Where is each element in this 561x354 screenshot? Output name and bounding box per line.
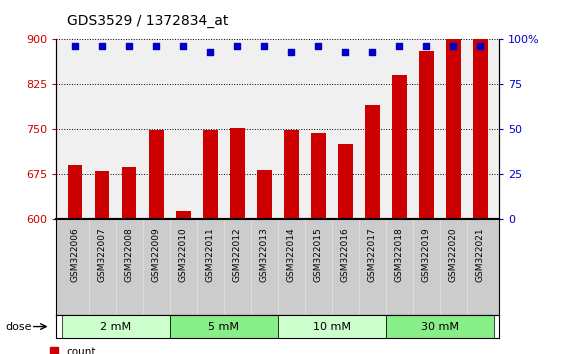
Bar [67,165,82,219]
Bar [446,9,461,219]
Text: GSM322015: GSM322015 [314,227,323,282]
Bar [338,144,353,219]
Point [287,49,296,55]
Point [233,43,242,49]
Bar [229,128,245,219]
Text: GSM322007: GSM322007 [98,227,107,282]
Point [206,49,215,55]
Bar [419,51,434,219]
Point [476,43,485,49]
Text: GSM322009: GSM322009 [151,227,160,282]
Legend: count, percentile rank within the sample: count, percentile rank within the sample [50,347,242,354]
Text: GSM322011: GSM322011 [206,227,215,282]
Point [422,43,431,49]
Bar [122,167,136,219]
Text: GSM322014: GSM322014 [287,227,296,282]
Text: GSM322010: GSM322010 [178,227,187,282]
Point [151,43,160,49]
Bar [365,105,380,219]
Bar [284,130,298,219]
Point [178,43,187,49]
Point [71,43,80,49]
Bar [169,315,278,338]
Text: GSM322021: GSM322021 [476,227,485,282]
Bar [392,75,407,219]
Text: dose: dose [6,321,32,332]
Text: 5 mM: 5 mM [208,321,239,332]
Bar [149,130,163,219]
Text: GSM322013: GSM322013 [260,227,269,282]
Bar [473,15,488,219]
Text: 10 mM: 10 mM [312,321,351,332]
Text: GDS3529 / 1372834_at: GDS3529 / 1372834_at [67,14,229,28]
Text: GSM322012: GSM322012 [233,227,242,282]
Bar [95,171,109,219]
Text: GSM322019: GSM322019 [422,227,431,282]
Bar [257,170,272,219]
Point [368,49,377,55]
Point [314,43,323,49]
Point [125,43,134,49]
Bar [311,133,326,219]
Text: 2 mM: 2 mM [100,321,131,332]
Point [341,49,350,55]
Point [260,43,269,49]
Text: 30 mM: 30 mM [421,321,459,332]
Text: GSM322020: GSM322020 [449,227,458,282]
Bar [386,315,494,338]
Text: GSM322016: GSM322016 [341,227,350,282]
Text: GSM322018: GSM322018 [395,227,404,282]
Text: GSM322017: GSM322017 [368,227,377,282]
Bar [203,130,218,219]
Text: GSM322008: GSM322008 [125,227,134,282]
Point [395,43,404,49]
Bar [176,211,191,219]
Point [98,43,107,49]
Text: GSM322006: GSM322006 [71,227,80,282]
Point [449,43,458,49]
Bar [62,315,169,338]
Bar [278,315,386,338]
